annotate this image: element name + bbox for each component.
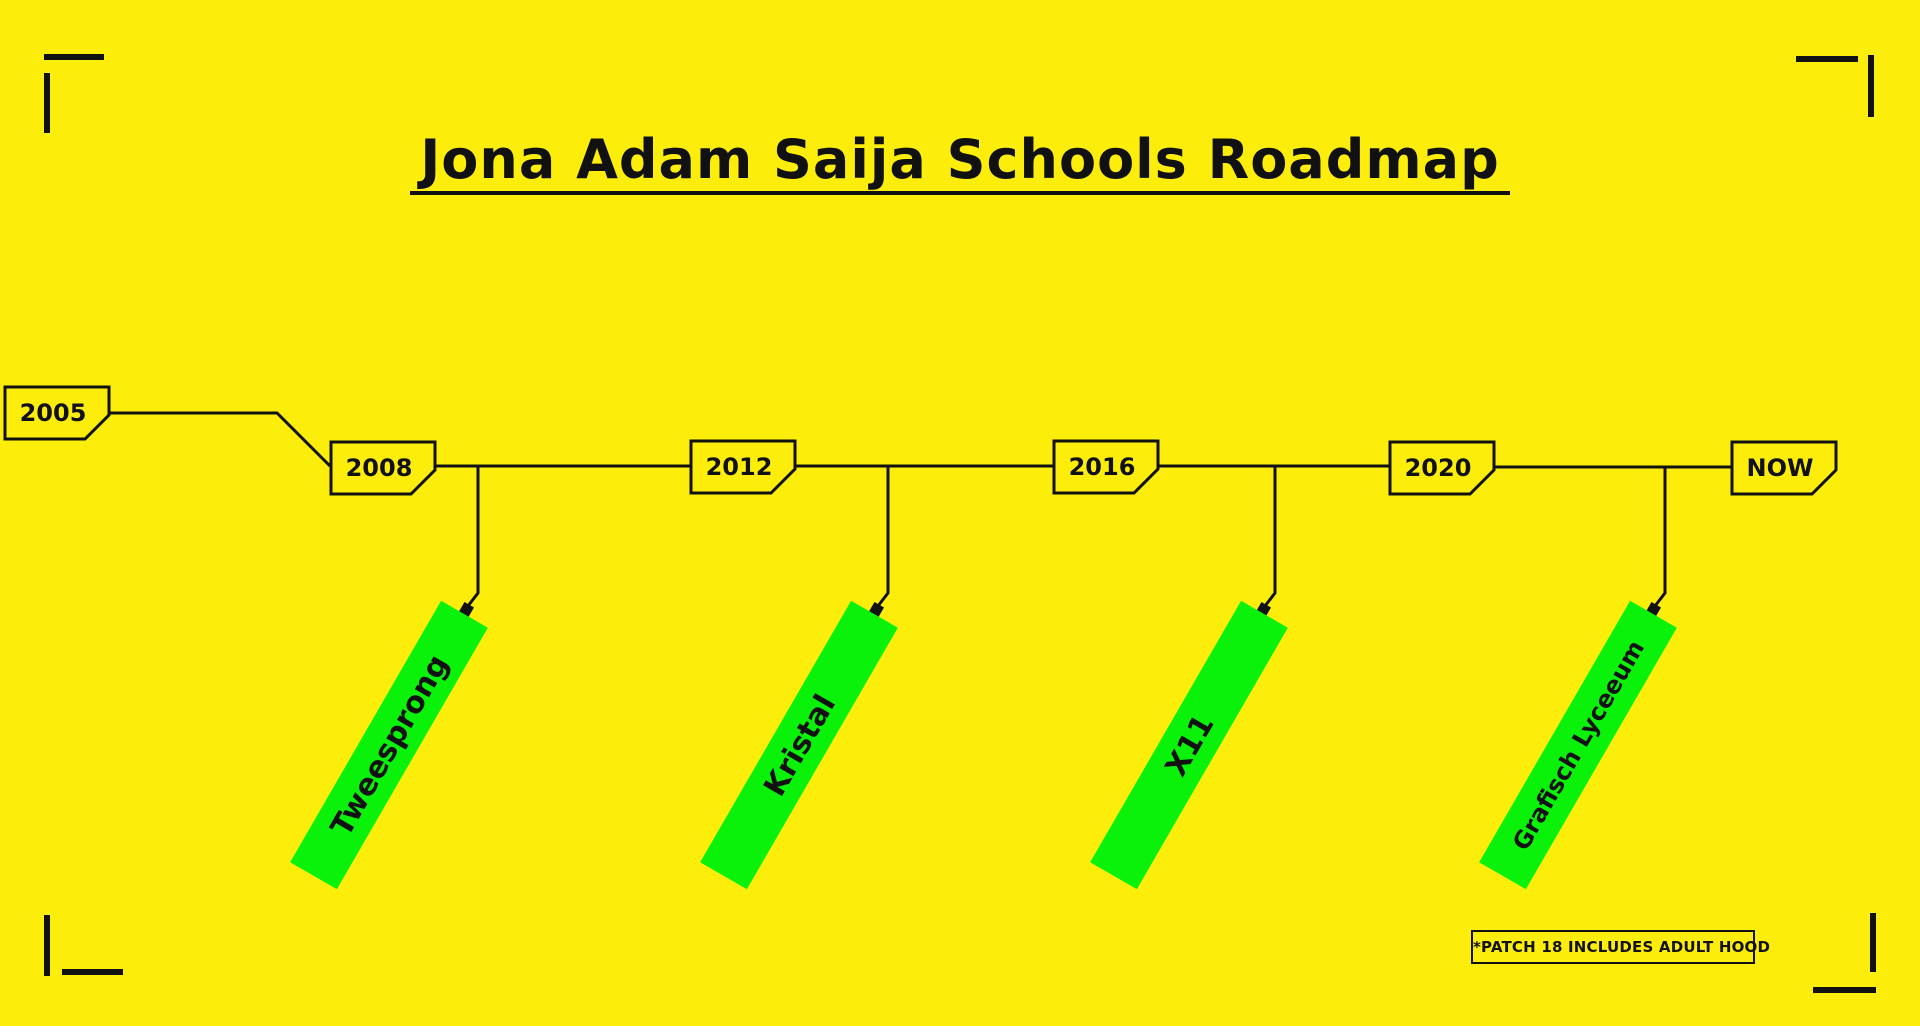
milestone-box — [329, 440, 437, 496]
school-tag-bg — [1479, 600, 1677, 890]
milestones: 2005 2008 2012 2016 2020 NOW — [3, 385, 1838, 496]
milestone-label: 2012 — [706, 453, 773, 481]
milestone-label: 2016 — [1069, 453, 1136, 481]
milestone-2012: 2012 — [689, 439, 797, 495]
school-tag-bg — [290, 600, 488, 890]
milestone-label: 2020 — [1405, 454, 1472, 482]
milestone-box — [3, 385, 111, 441]
school-tag: X11 — [1090, 600, 1288, 890]
timeline-lead-in — [109, 411, 332, 468]
school-kristal: Kristal — [700, 466, 898, 890]
corner-bracket-bottom-left — [44, 915, 123, 976]
milestone-label: 2008 — [346, 454, 413, 482]
school-tag-bg — [1090, 600, 1288, 890]
schools: Tweesprong Kristal X11 Grafisch Lyceeum — [290, 466, 1677, 890]
milestone-label: 2005 — [20, 399, 87, 427]
page-title: Jona Adam Saija Schools Roadmap — [0, 128, 1920, 195]
corner-bracket-top-left — [44, 54, 104, 133]
corner-brackets — [44, 54, 1876, 993]
timeline-main-line — [434, 464, 1731, 469]
school-tag-label: Tweesprong — [324, 649, 456, 842]
milestone-2020: 2020 — [1388, 440, 1496, 496]
milestone-box — [1388, 440, 1496, 496]
school-connector — [876, 466, 890, 607]
school-tag-label: Grafisch Lyceeum — [1507, 635, 1650, 855]
timeline — [109, 411, 1731, 469]
milestone-now: NOW — [1730, 440, 1838, 496]
school-tag-bg — [700, 600, 898, 890]
school-connector — [1653, 466, 1667, 607]
milestone-box — [689, 439, 797, 495]
school-grafisch-lyceeum: Grafisch Lyceeum — [1479, 466, 1677, 890]
milestone-2005: 2005 — [3, 385, 111, 441]
corner-bracket-bottom-right — [1813, 913, 1876, 993]
school-x11: X11 — [1090, 466, 1288, 890]
milestone-2008: 2008 — [329, 440, 437, 496]
milestone-label: NOW — [1747, 454, 1814, 482]
school-connector — [466, 466, 480, 607]
school-tag: Tweesprong — [290, 600, 488, 890]
milestone-box — [1730, 440, 1838, 496]
school-tag: Grafisch Lyceeum — [1479, 600, 1677, 890]
milestone-box — [1052, 439, 1160, 495]
school-connector — [1263, 466, 1277, 607]
school-tag: Kristal — [700, 600, 898, 890]
milestone-2016: 2016 — [1052, 439, 1160, 495]
school-tweesprong: Tweesprong — [290, 466, 488, 890]
footnote-badge: *PATCH 18 INCLUDES ADULT HOOD — [1471, 930, 1770, 964]
corner-bracket-top-right — [1796, 55, 1874, 117]
